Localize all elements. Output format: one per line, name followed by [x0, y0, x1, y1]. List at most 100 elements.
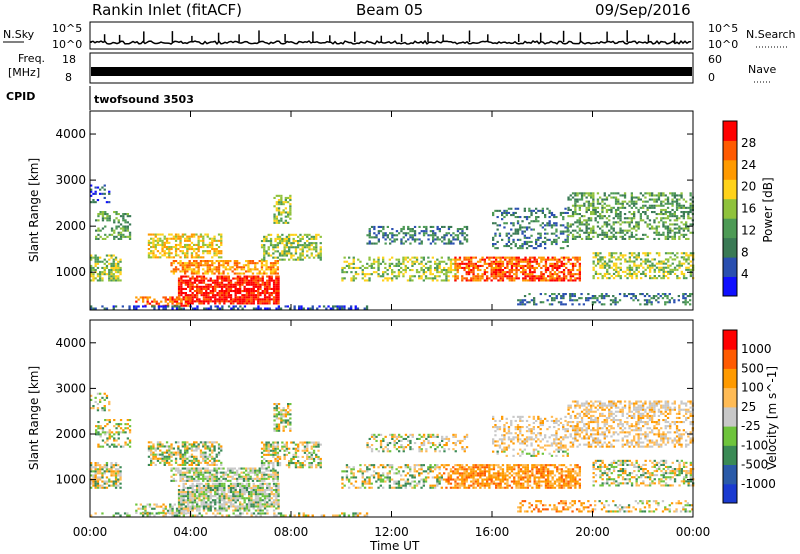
range-cell [213, 459, 216, 462]
range-cell [635, 200, 638, 203]
range-cell [508, 273, 511, 276]
range-cell [112, 258, 115, 261]
range-cell [227, 501, 230, 504]
range-cell [265, 264, 268, 267]
y-tick-label: 2000 [55, 219, 86, 233]
range-cell [150, 449, 153, 452]
range-cell [236, 507, 239, 510]
range-cell [571, 279, 575, 282]
range-cell [94, 190, 97, 193]
range-cell [101, 409, 104, 412]
range-cell [352, 275, 355, 278]
range-cell [266, 298, 269, 301]
range-cell [277, 298, 280, 301]
range-cell [269, 475, 273, 478]
range-cell [512, 232, 515, 235]
range-cell [122, 227, 125, 230]
range-cell [623, 200, 627, 203]
range-cell [377, 240, 380, 243]
range-cell [222, 473, 225, 476]
range-cell [218, 493, 221, 496]
range-cell [220, 493, 224, 496]
range-cell [567, 271, 570, 274]
range-cell [528, 209, 531, 212]
range-cell [467, 264, 471, 267]
range-cell [585, 225, 588, 228]
range-cell [249, 471, 252, 474]
range-cell [612, 192, 615, 195]
range-cell [429, 225, 432, 228]
range-cell [512, 211, 515, 214]
range-cell [637, 256, 640, 259]
range-cell [184, 451, 187, 454]
range-cell [90, 201, 93, 204]
range-cell [569, 215, 572, 218]
range-cell [569, 198, 572, 201]
range-cell [495, 262, 498, 265]
range-cell [535, 220, 538, 223]
range-cell [447, 279, 450, 282]
range-cell [190, 233, 194, 236]
range-cell [549, 258, 552, 261]
range-cell [165, 252, 169, 255]
range-cell [97, 213, 100, 216]
range-cell [610, 252, 613, 255]
range-cell [655, 231, 658, 234]
range-cell [227, 497, 230, 500]
range-cell [265, 467, 268, 470]
range-cell [229, 268, 232, 271]
range-cell [96, 186, 100, 189]
range-cell [599, 202, 602, 205]
range-cell [179, 453, 182, 456]
range-cell [341, 305, 344, 308]
range-cell [179, 260, 182, 263]
range-cell [202, 471, 205, 474]
range-cell [479, 264, 482, 267]
range-cell [218, 275, 221, 278]
range-cell [247, 260, 250, 263]
range-cell [205, 507, 208, 510]
range-cell [146, 298, 149, 301]
range-cell [211, 477, 214, 480]
range-cell [434, 269, 437, 272]
range-cell [461, 232, 464, 235]
range-cell [427, 269, 430, 272]
range-cell [220, 505, 224, 508]
range-cell [196, 509, 199, 512]
range-cell [197, 239, 200, 242]
range-cell [682, 204, 685, 207]
range-cell [617, 270, 620, 273]
range-cell [689, 206, 692, 209]
range-cell [285, 242, 288, 245]
range-cell [177, 499, 181, 502]
range-cell [197, 243, 200, 246]
range-cell [186, 475, 189, 478]
range-cell [184, 461, 187, 464]
range-cell [209, 501, 212, 504]
range-cell [436, 258, 439, 261]
range-cell [685, 211, 688, 214]
range-cell [265, 252, 268, 255]
range-cell [106, 213, 109, 216]
range-cell [180, 279, 183, 282]
range-cell [267, 248, 270, 251]
range-cell [646, 223, 649, 226]
range-cell [179, 243, 182, 246]
range-cell [215, 239, 218, 242]
range-cell [197, 473, 200, 476]
range-cell [245, 302, 249, 305]
range-cell [214, 503, 217, 506]
range-cell [603, 295, 606, 298]
range-cell [211, 482, 215, 485]
range-cell [514, 232, 517, 235]
range-cell [208, 270, 212, 273]
range-cell [96, 486, 100, 489]
range-cell [553, 293, 556, 296]
range-cell [108, 433, 111, 436]
range-cell [564, 303, 567, 306]
range-cell [590, 194, 593, 197]
range-cell [215, 471, 218, 474]
range-cell [404, 256, 407, 259]
range-cell [193, 491, 197, 494]
range-cell [601, 264, 604, 267]
